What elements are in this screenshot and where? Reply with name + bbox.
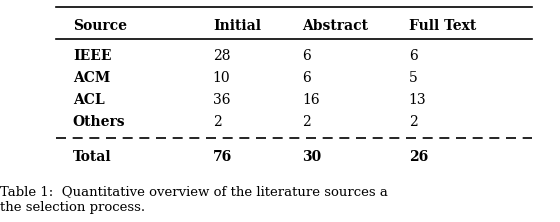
- Text: 26: 26: [409, 150, 428, 164]
- Text: IEEE: IEEE: [73, 49, 111, 63]
- Text: Table 1:  Quantitative overview of the literature sources a
the selection proces: Table 1: Quantitative overview of the li…: [0, 186, 388, 214]
- Text: 10: 10: [213, 71, 230, 85]
- Text: 16: 16: [302, 93, 320, 107]
- Text: 76: 76: [213, 150, 232, 164]
- Text: 2: 2: [409, 115, 418, 129]
- Text: 5: 5: [409, 71, 418, 85]
- Text: 6: 6: [302, 71, 311, 85]
- Text: 2: 2: [302, 115, 311, 129]
- Text: 30: 30: [302, 150, 321, 164]
- Text: 6: 6: [409, 49, 418, 63]
- Text: 13: 13: [409, 93, 426, 107]
- Text: ACM: ACM: [73, 71, 110, 85]
- Text: Source: Source: [73, 19, 127, 33]
- Text: Others: Others: [73, 115, 125, 129]
- Text: Full Text: Full Text: [409, 19, 476, 33]
- Text: Initial: Initial: [213, 19, 261, 33]
- Text: 36: 36: [213, 93, 230, 107]
- Text: Total: Total: [73, 150, 111, 164]
- Text: 28: 28: [213, 49, 230, 63]
- Text: 6: 6: [302, 49, 311, 63]
- Text: Abstract: Abstract: [302, 19, 368, 33]
- Text: ACL: ACL: [73, 93, 104, 107]
- Text: 2: 2: [213, 115, 222, 129]
